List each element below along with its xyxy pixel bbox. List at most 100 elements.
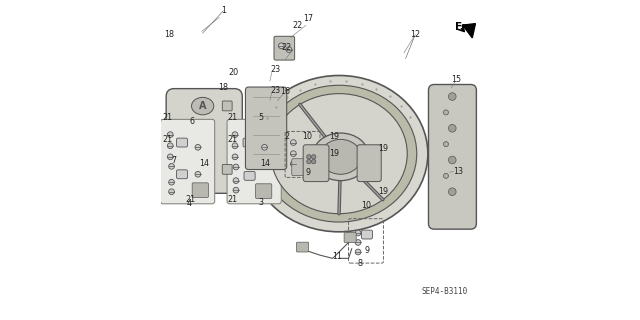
Text: Fr.: Fr. <box>455 22 469 32</box>
Circle shape <box>312 155 316 159</box>
Text: 20: 20 <box>228 68 239 77</box>
Text: 21: 21 <box>162 113 172 122</box>
FancyBboxPatch shape <box>166 89 243 193</box>
Circle shape <box>195 144 201 150</box>
FancyBboxPatch shape <box>243 138 254 147</box>
Text: 1: 1 <box>221 6 226 15</box>
Text: 19: 19 <box>329 149 339 158</box>
Ellipse shape <box>191 97 214 115</box>
Text: 17: 17 <box>303 14 313 23</box>
Text: 15: 15 <box>451 75 461 84</box>
FancyBboxPatch shape <box>161 119 214 204</box>
FancyBboxPatch shape <box>177 170 188 179</box>
FancyBboxPatch shape <box>274 36 294 60</box>
Text: 19: 19 <box>378 144 388 153</box>
Circle shape <box>169 164 174 169</box>
Ellipse shape <box>312 133 369 180</box>
Circle shape <box>444 110 449 115</box>
Circle shape <box>312 159 316 164</box>
Circle shape <box>291 151 296 156</box>
Circle shape <box>307 155 311 159</box>
Circle shape <box>169 179 174 185</box>
Text: 19: 19 <box>329 132 339 141</box>
Text: 19: 19 <box>378 187 388 196</box>
Text: 5: 5 <box>259 113 264 122</box>
Ellipse shape <box>261 85 417 222</box>
Circle shape <box>449 124 456 132</box>
FancyBboxPatch shape <box>177 138 188 147</box>
FancyBboxPatch shape <box>192 183 209 197</box>
Circle shape <box>232 154 238 160</box>
Text: 12: 12 <box>410 30 420 39</box>
Circle shape <box>291 140 296 145</box>
Text: 16: 16 <box>280 87 290 96</box>
Circle shape <box>233 164 239 170</box>
Text: SEP4-B3110: SEP4-B3110 <box>422 287 468 296</box>
Circle shape <box>286 47 292 52</box>
Circle shape <box>168 132 173 138</box>
Text: 21: 21 <box>228 135 238 144</box>
Text: 9: 9 <box>305 168 310 177</box>
Circle shape <box>232 143 238 148</box>
Circle shape <box>278 43 284 49</box>
Text: 22: 22 <box>292 21 302 30</box>
Text: 14: 14 <box>199 159 209 168</box>
Text: 23: 23 <box>270 65 280 74</box>
Circle shape <box>444 142 449 147</box>
Text: 21: 21 <box>162 135 172 144</box>
Circle shape <box>355 230 361 236</box>
FancyBboxPatch shape <box>429 84 476 229</box>
Text: 7: 7 <box>171 156 176 164</box>
Polygon shape <box>463 24 476 38</box>
Text: 3: 3 <box>259 198 264 207</box>
Text: 10: 10 <box>361 202 371 211</box>
Circle shape <box>444 173 449 178</box>
Circle shape <box>168 143 173 148</box>
FancyBboxPatch shape <box>303 145 329 181</box>
Text: 18: 18 <box>164 30 174 39</box>
FancyBboxPatch shape <box>244 172 255 180</box>
Circle shape <box>233 187 239 193</box>
FancyBboxPatch shape <box>227 119 282 204</box>
FancyBboxPatch shape <box>297 141 308 150</box>
Ellipse shape <box>250 76 428 232</box>
Text: 11: 11 <box>332 252 342 261</box>
Circle shape <box>291 161 296 167</box>
Circle shape <box>449 156 456 164</box>
Circle shape <box>449 188 456 196</box>
Circle shape <box>449 93 456 100</box>
FancyBboxPatch shape <box>292 159 315 176</box>
Text: A: A <box>199 101 206 111</box>
Circle shape <box>262 144 268 150</box>
FancyBboxPatch shape <box>255 184 272 198</box>
Ellipse shape <box>271 94 407 214</box>
Text: 13: 13 <box>453 167 463 176</box>
Ellipse shape <box>320 140 361 174</box>
FancyBboxPatch shape <box>222 164 232 174</box>
Circle shape <box>307 159 311 164</box>
Circle shape <box>169 189 174 195</box>
FancyBboxPatch shape <box>296 242 308 252</box>
Text: 23: 23 <box>270 86 280 95</box>
FancyBboxPatch shape <box>222 101 232 111</box>
Text: 21: 21 <box>228 113 238 122</box>
Text: 21: 21 <box>185 195 195 204</box>
Circle shape <box>355 240 361 245</box>
FancyBboxPatch shape <box>362 230 372 239</box>
FancyBboxPatch shape <box>357 145 381 181</box>
Text: 21: 21 <box>228 195 238 204</box>
Text: 6: 6 <box>190 117 195 126</box>
Text: 14: 14 <box>260 159 271 168</box>
Text: 9: 9 <box>364 246 369 255</box>
Circle shape <box>168 154 173 160</box>
Circle shape <box>195 172 201 177</box>
FancyBboxPatch shape <box>344 233 356 243</box>
FancyBboxPatch shape <box>246 87 287 170</box>
Text: 8: 8 <box>357 259 362 268</box>
Circle shape <box>233 178 239 183</box>
Text: 10: 10 <box>301 132 312 141</box>
Circle shape <box>232 132 238 138</box>
Circle shape <box>355 249 361 255</box>
Text: 2: 2 <box>285 132 290 141</box>
Text: 18: 18 <box>218 83 228 92</box>
